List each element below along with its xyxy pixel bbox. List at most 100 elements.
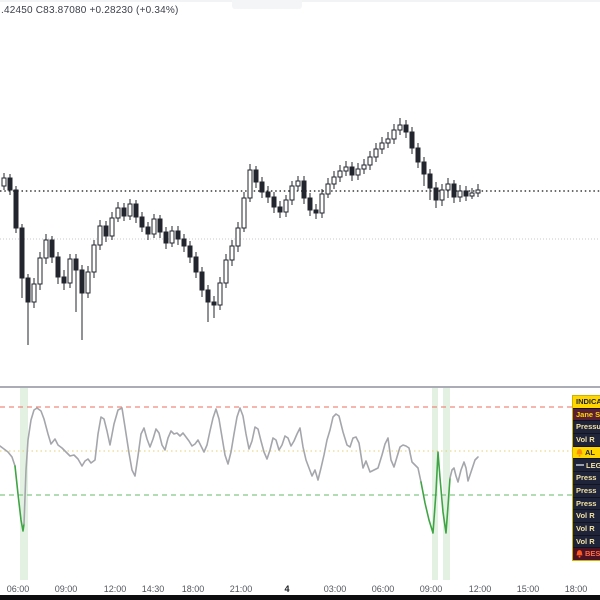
candle — [367, 151, 373, 170]
candle — [217, 277, 223, 310]
candle — [13, 186, 19, 233]
legend-row-5[interactable]: LEGE — [573, 459, 600, 473]
legend-row-8[interactable]: Press — [573, 497, 600, 511]
candle — [445, 178, 451, 198]
time-label-12[interactable]: 18:00 — [564, 584, 588, 594]
candle — [79, 265, 85, 340]
legend-row-6[interactable]: Press — [573, 472, 600, 485]
time-label-2[interactable]: 12:00 — [103, 584, 127, 594]
candle — [181, 234, 187, 252]
ohlc-readout: .42450 C83.87080 +0.28230 (+0.34%) — [1, 5, 179, 16]
legend-row-3[interactable]: Vol R — [573, 434, 600, 447]
time-axis[interactable]: 06:00 09:00 12:00 14:30 18:00 21:00 4 03:00 06:0… — [0, 583, 600, 596]
candle — [205, 285, 211, 322]
bell-icon — [576, 448, 583, 457]
candle — [115, 202, 121, 222]
legend-row-label: AL — [585, 447, 595, 457]
legend-row-11[interactable]: Vol R — [573, 535, 600, 549]
indicator-legend-panel: INDICA Jane Str Pressure Vol R AL LEGE Press Pr… — [572, 395, 600, 561]
candle — [67, 254, 73, 288]
candle — [301, 176, 307, 204]
candle — [337, 165, 343, 182]
legend-row-2[interactable]: Pressure — [573, 421, 600, 435]
oscillator-line-signal — [14, 465, 25, 532]
candle — [199, 267, 205, 297]
candle — [247, 164, 253, 202]
candle — [61, 270, 67, 290]
legend-row-label: INDICA — [576, 397, 600, 407]
candle — [91, 240, 97, 278]
candle — [277, 201, 283, 218]
legend-row-label: Vol R — [576, 536, 595, 546]
legend-line-icon — [576, 464, 584, 467]
time-label-6[interactable]: 4 — [284, 584, 290, 594]
time-label-8[interactable]: 06:00 — [371, 584, 395, 594]
candle — [25, 274, 31, 345]
legend-row-label: Press — [576, 498, 597, 508]
candle — [133, 200, 139, 223]
floating-toolbar[interactable] — [232, 0, 302, 9]
time-label-11[interactable]: 15:00 — [516, 584, 540, 594]
time-label-10[interactable]: 12:00 — [468, 584, 492, 594]
candle — [139, 212, 145, 232]
candle — [265, 186, 271, 203]
time-label-1[interactable]: 09:00 — [54, 584, 78, 594]
candle — [169, 226, 175, 247]
legend-row-1[interactable]: Jane Str — [573, 408, 600, 422]
legend-row-label: Vol R — [576, 435, 595, 445]
candle — [193, 252, 199, 278]
candle — [163, 227, 169, 249]
time-label-0[interactable]: 06:00 — [6, 584, 30, 594]
candle — [403, 120, 409, 138]
legend-row-label: Press — [576, 473, 597, 483]
candle — [379, 137, 385, 154]
candle — [391, 124, 397, 144]
time-label-7[interactable]: 03:00 — [323, 584, 347, 594]
candle — [127, 199, 133, 220]
time-label-5[interactable]: 21:00 — [229, 584, 253, 594]
candle — [409, 127, 415, 154]
candle — [7, 174, 13, 195]
candle — [331, 171, 337, 189]
candle — [49, 236, 55, 263]
oscillator-chart — [0, 388, 600, 580]
candle — [361, 159, 367, 174]
candle — [253, 166, 259, 188]
candlestick-chart — [0, 118, 600, 345]
candle — [313, 204, 319, 219]
legend-row-label: LEGE — [586, 460, 600, 470]
candle — [343, 161, 349, 176]
legend-row-12[interactable]: BEST — [573, 548, 600, 560]
oscillator-line-normal — [23, 407, 422, 525]
candle — [235, 222, 241, 252]
candle — [85, 266, 91, 298]
legend-row-label: Vol R — [576, 523, 595, 533]
candle — [151, 214, 157, 238]
candle — [469, 188, 475, 199]
candle — [121, 203, 127, 221]
time-label-9[interactable]: 09:00 — [419, 584, 443, 594]
candle — [385, 132, 391, 148]
candle — [463, 186, 469, 201]
oscillator-line-signal — [420, 451, 451, 534]
legend-row-4[interactable]: AL — [573, 446, 600, 460]
indicator-pane[interactable] — [0, 388, 600, 582]
candle — [355, 163, 361, 180]
candle — [325, 178, 331, 198]
legend-row-0[interactable]: INDICA — [573, 396, 600, 409]
time-label-4[interactable]: 18:00 — [181, 584, 205, 594]
time-label-3[interactable]: 14:30 — [141, 584, 165, 594]
candle — [307, 193, 313, 216]
legend-row-10[interactable]: Vol R — [573, 522, 600, 536]
legend-row-9[interactable]: Vol R — [573, 510, 600, 523]
candle — [457, 185, 463, 202]
pane-divider[interactable] — [0, 386, 600, 388]
candle — [451, 180, 457, 203]
candle — [271, 192, 277, 213]
legend-row-label: Press — [576, 485, 597, 495]
candle — [289, 181, 295, 205]
price-chart-pane[interactable] — [0, 0, 600, 386]
candle — [31, 278, 37, 308]
legend-row-7[interactable]: Press — [573, 484, 600, 498]
